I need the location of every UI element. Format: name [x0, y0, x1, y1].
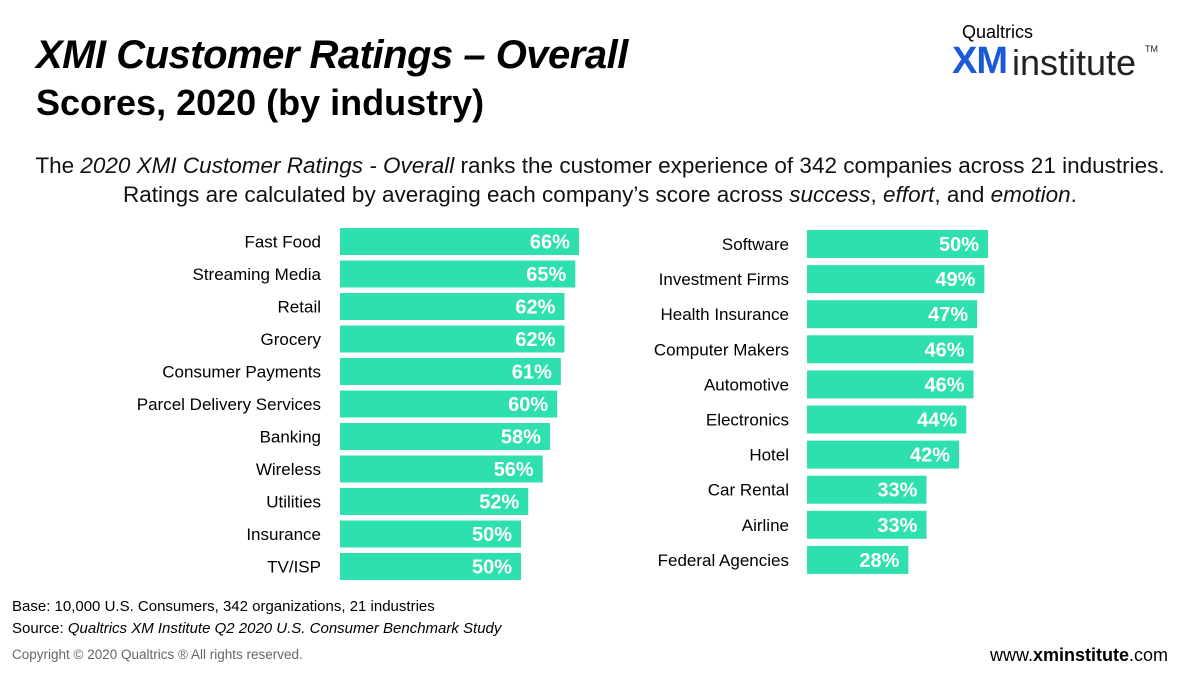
category-label: Airline: [742, 516, 789, 535]
bar-hotel: [807, 440, 960, 469]
category-label: Parcel Delivery Services: [137, 395, 321, 414]
value-label: 60%: [508, 394, 548, 416]
bar-banking: [340, 423, 550, 450]
logo-trademark: TM: [1145, 44, 1158, 54]
category-label: Federal Agencies: [658, 551, 789, 570]
category-label: Banking: [260, 428, 321, 447]
category-label: Investment Firms: [659, 270, 789, 289]
bar-consumer-payments: [340, 358, 561, 385]
bar-grocery: [340, 325, 565, 353]
category-label: Streaming Media: [192, 265, 321, 284]
value-label: 66%: [530, 232, 570, 254]
value-label: 52%: [479, 492, 519, 514]
bar-streaming-media: [340, 260, 576, 288]
value-label: 56%: [494, 459, 534, 481]
value-label: 65%: [526, 264, 566, 286]
category-label: Electronics: [706, 411, 789, 430]
value-label: 58%: [501, 427, 541, 449]
page-title-line2: Scores, 2020 (by industry): [36, 82, 485, 123]
value-label: 50%: [472, 557, 512, 579]
value-label: 61%: [512, 362, 552, 384]
category-label: Health Insurance: [660, 305, 789, 324]
category-label: Insurance: [246, 525, 321, 544]
value-label: 42%: [910, 445, 950, 467]
bar-computer-makers: [807, 335, 974, 364]
category-label: Consumer Payments: [162, 363, 321, 382]
value-label: 47%: [928, 304, 968, 326]
value-label: 46%: [924, 374, 964, 396]
value-label: 33%: [877, 480, 917, 502]
bar-fast-food: [340, 228, 579, 255]
value-label: 62%: [515, 329, 555, 351]
bar-wireless: [340, 455, 543, 483]
page-title-line1: XMI Customer Ratings – Overall: [36, 33, 628, 77]
category-label: Utilities: [266, 493, 321, 512]
chart-description: The 2020 XMI Customer Ratings - Overall …: [35, 153, 1165, 207]
xm-institute-logo: Qualtrics XM institute TM: [952, 22, 1172, 83]
logo-brand: Qualtrics: [962, 22, 1034, 42]
logo-institute: institute: [1012, 42, 1137, 83]
bar-utilities: [340, 488, 529, 515]
category-label: Fast Food: [244, 233, 321, 252]
logo-xm: XM: [952, 40, 1008, 82]
category-label: Hotel: [749, 446, 789, 465]
category-label: Automotive: [704, 375, 789, 394]
website-url: www.xminstitute.com: [989, 645, 1168, 665]
bar-airline: [807, 510, 927, 539]
footer-source: Source: Qualtrics XM Institute Q2 2020 U…: [12, 620, 502, 637]
bar-automotive: [807, 370, 974, 399]
copyright: Copyright © 2020 Qualtrics ® All rights …: [12, 647, 303, 662]
category-label: Grocery: [261, 330, 322, 349]
value-label: 49%: [935, 269, 975, 291]
bar-retail: [340, 293, 565, 320]
bar-parcel-delivery-services: [340, 390, 558, 418]
bar-car-rental: [807, 475, 927, 504]
category-label: TV/ISP: [267, 558, 321, 577]
bar-health-insurance: [807, 300, 978, 329]
bar-insurance: [340, 520, 521, 548]
value-label: 50%: [939, 234, 979, 256]
bar-software: [807, 230, 988, 258]
value-label: 62%: [515, 297, 555, 319]
bar-tv-isp: [340, 553, 521, 580]
value-label: 33%: [877, 515, 917, 537]
category-label: Retail: [278, 298, 321, 317]
category-label: Computer Makers: [654, 340, 789, 359]
value-label: 28%: [859, 550, 899, 572]
category-label: Car Rental: [708, 481, 789, 500]
bar-investment-firms: [807, 265, 985, 294]
footer-base: Base: 10,000 U.S. Consumers, 342 organiz…: [12, 598, 435, 615]
value-label: 46%: [924, 339, 964, 361]
category-label: Software: [722, 235, 789, 254]
bar-federal-agencies: [807, 545, 909, 574]
category-label: Wireless: [256, 460, 321, 479]
value-label: 50%: [472, 524, 512, 546]
value-label: 44%: [917, 410, 957, 432]
bar-electronics: [807, 405, 967, 434]
